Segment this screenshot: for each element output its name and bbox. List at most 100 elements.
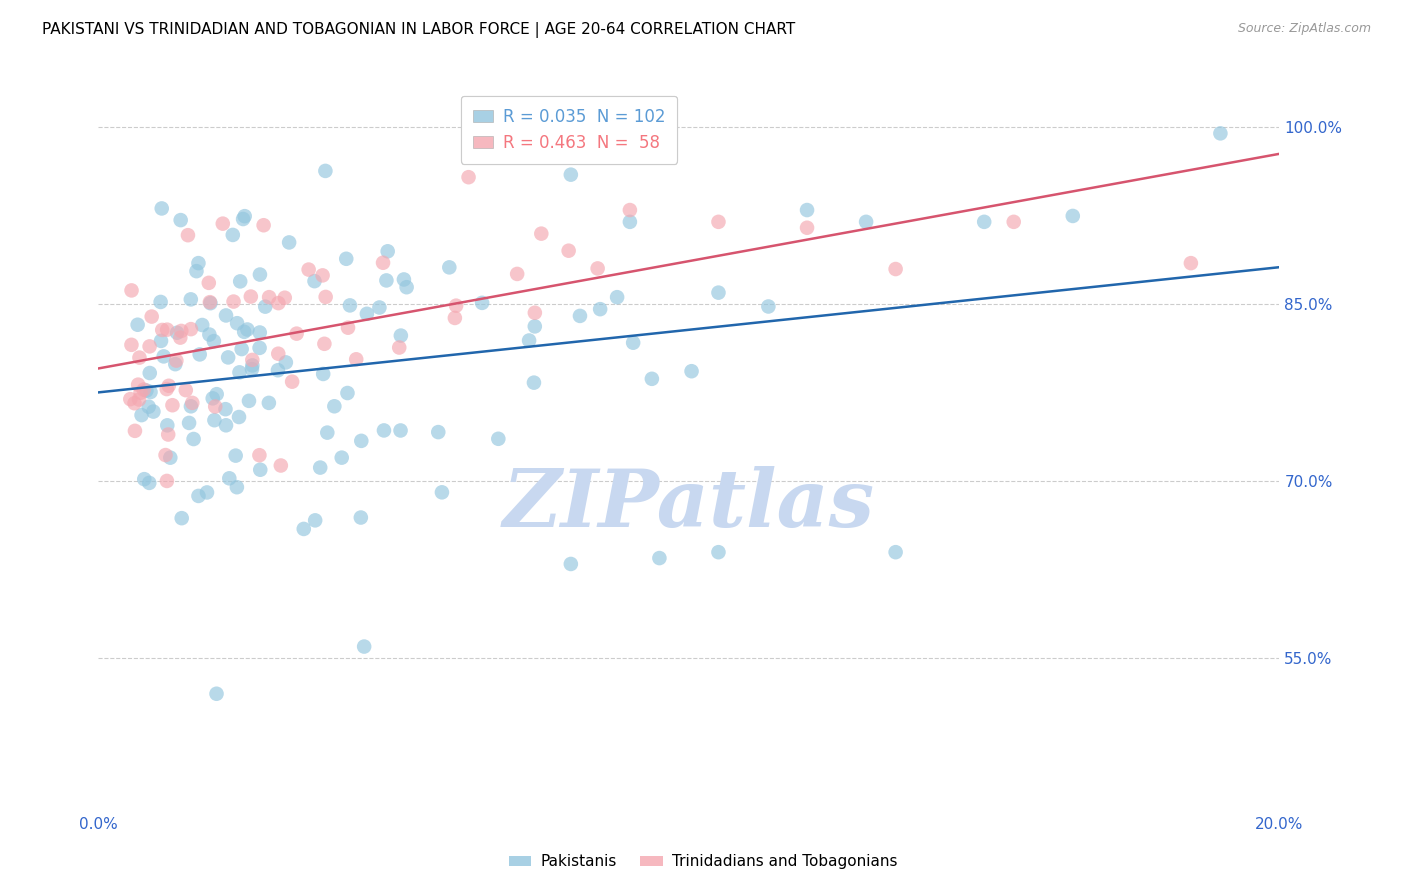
Point [356, 307, 378, 321]
Point [132, 383, 155, 397]
Point [215, 418, 238, 433]
Point [1180, 256, 1202, 270]
Point [758, 300, 780, 314]
Point [796, 220, 818, 235]
Point [314, 336, 336, 351]
Point [523, 376, 546, 390]
Point [170, 511, 193, 525]
Point [204, 400, 226, 414]
Point [131, 408, 153, 422]
Point [249, 341, 271, 355]
Point [222, 294, 245, 309]
Point [530, 227, 553, 241]
Point [444, 299, 467, 313]
Point [339, 298, 361, 312]
Point [129, 385, 152, 400]
Point [323, 399, 346, 413]
Point [180, 400, 202, 414]
Point [166, 326, 188, 340]
Point [191, 318, 214, 332]
Point [884, 262, 907, 277]
Point [169, 330, 191, 344]
Point [205, 387, 228, 401]
Point [139, 384, 162, 399]
Point [124, 396, 146, 410]
Point [267, 363, 290, 377]
Point [232, 212, 254, 227]
Point [309, 460, 332, 475]
Point [236, 322, 259, 336]
Point [392, 272, 415, 286]
Point [226, 316, 249, 330]
Point [257, 396, 280, 410]
Point [198, 276, 221, 290]
Point [127, 318, 149, 332]
Point [233, 209, 256, 223]
Point [517, 334, 540, 348]
Point [198, 295, 221, 310]
Point [430, 485, 453, 500]
Point [157, 427, 180, 442]
Point [249, 448, 271, 462]
Point [211, 217, 233, 231]
Point [204, 413, 226, 427]
Point [177, 228, 200, 243]
Point [270, 458, 292, 473]
Point [439, 260, 461, 275]
Point [165, 353, 187, 368]
Point [231, 342, 253, 356]
Point [267, 296, 290, 310]
Point [214, 402, 236, 417]
Point [217, 351, 239, 365]
Point [344, 352, 367, 367]
Point [155, 448, 177, 462]
Point [523, 306, 546, 320]
Point [311, 268, 333, 283]
Point [557, 244, 579, 258]
Point [641, 372, 664, 386]
Point [121, 284, 143, 298]
Point [371, 256, 394, 270]
Point [229, 274, 252, 288]
Point [239, 289, 262, 303]
Point [138, 339, 160, 353]
Point [471, 296, 494, 310]
Point [388, 341, 411, 355]
Point [606, 290, 628, 304]
Point [149, 295, 172, 310]
Legend: R = 0.035  N = 102, R = 0.463  N =  58: R = 0.035 N = 102, R = 0.463 N = 58 [461, 96, 676, 163]
Point [619, 215, 641, 229]
Point [183, 432, 205, 446]
Point [202, 334, 225, 348]
Point [156, 323, 179, 337]
Point [252, 219, 274, 233]
Point [281, 375, 304, 389]
Point [228, 365, 250, 379]
Point [506, 267, 529, 281]
Point [312, 367, 335, 381]
Point [389, 328, 412, 343]
Text: PAKISTANI VS TRINIDADIAN AND TOBAGONIAN IN LABOR FORCE | AGE 20-64 CORRELATION C: PAKISTANI VS TRINIDADIAN AND TOBAGONIAN … [42, 22, 796, 38]
Point [444, 310, 467, 325]
Point [187, 256, 209, 270]
Point [200, 296, 222, 310]
Point [174, 383, 197, 397]
Point [150, 323, 173, 337]
Point [619, 202, 641, 217]
Point [222, 227, 245, 242]
Point [225, 480, 247, 494]
Point [141, 310, 163, 324]
Point [225, 449, 247, 463]
Point [389, 424, 412, 438]
Point [124, 424, 146, 438]
Point [350, 434, 373, 448]
Point [560, 168, 582, 182]
Point [316, 425, 339, 440]
Point [186, 264, 208, 278]
Point [150, 202, 173, 216]
Point [368, 301, 391, 315]
Point [240, 353, 263, 368]
Point [180, 293, 202, 307]
Point [254, 300, 277, 314]
Point [120, 392, 142, 406]
